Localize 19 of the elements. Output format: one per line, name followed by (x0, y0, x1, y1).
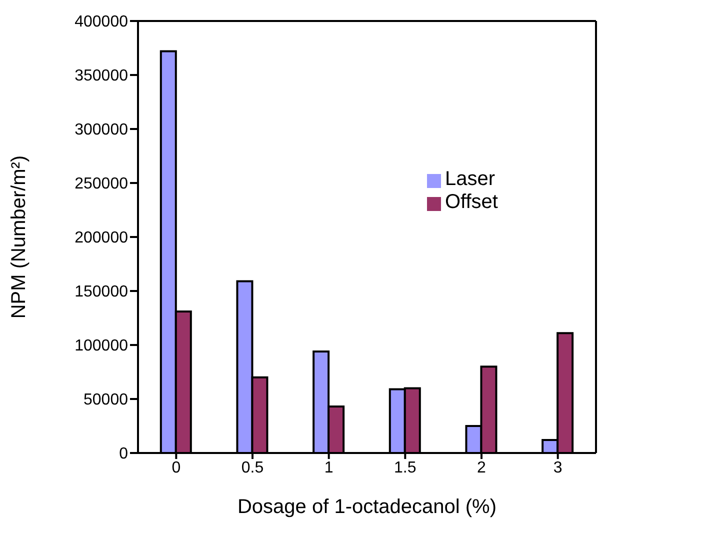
x-tick-label: 0.5 (241, 459, 264, 476)
x-tick-label: 0 (172, 459, 181, 476)
x-tick-label: 3 (553, 459, 562, 476)
x-axis-title: Dosage of 1-octadecanol (%) (237, 496, 497, 518)
legend-label: Laser (445, 168, 496, 190)
y-tick-label: 50000 (84, 392, 128, 409)
y-tick-label: 150000 (74, 284, 128, 301)
x-tick-label: 1.5 (394, 459, 416, 476)
x-tick-label: 1 (324, 459, 334, 476)
y-axis-title: NPM (Number/m²) (8, 155, 30, 319)
y-tick-label: 200000 (74, 230, 128, 247)
legend-label: Offset (445, 191, 498, 213)
y-tick-label: 100000 (74, 338, 128, 355)
y-tick-label: 250000 (74, 176, 128, 193)
y-tick-label: 0 (119, 446, 128, 463)
x-tick-label: 2 (477, 459, 486, 476)
y-tick-label: 300000 (74, 122, 128, 139)
y-tick-label: 400000 (74, 14, 128, 31)
y-tick-label: 350000 (74, 68, 128, 85)
